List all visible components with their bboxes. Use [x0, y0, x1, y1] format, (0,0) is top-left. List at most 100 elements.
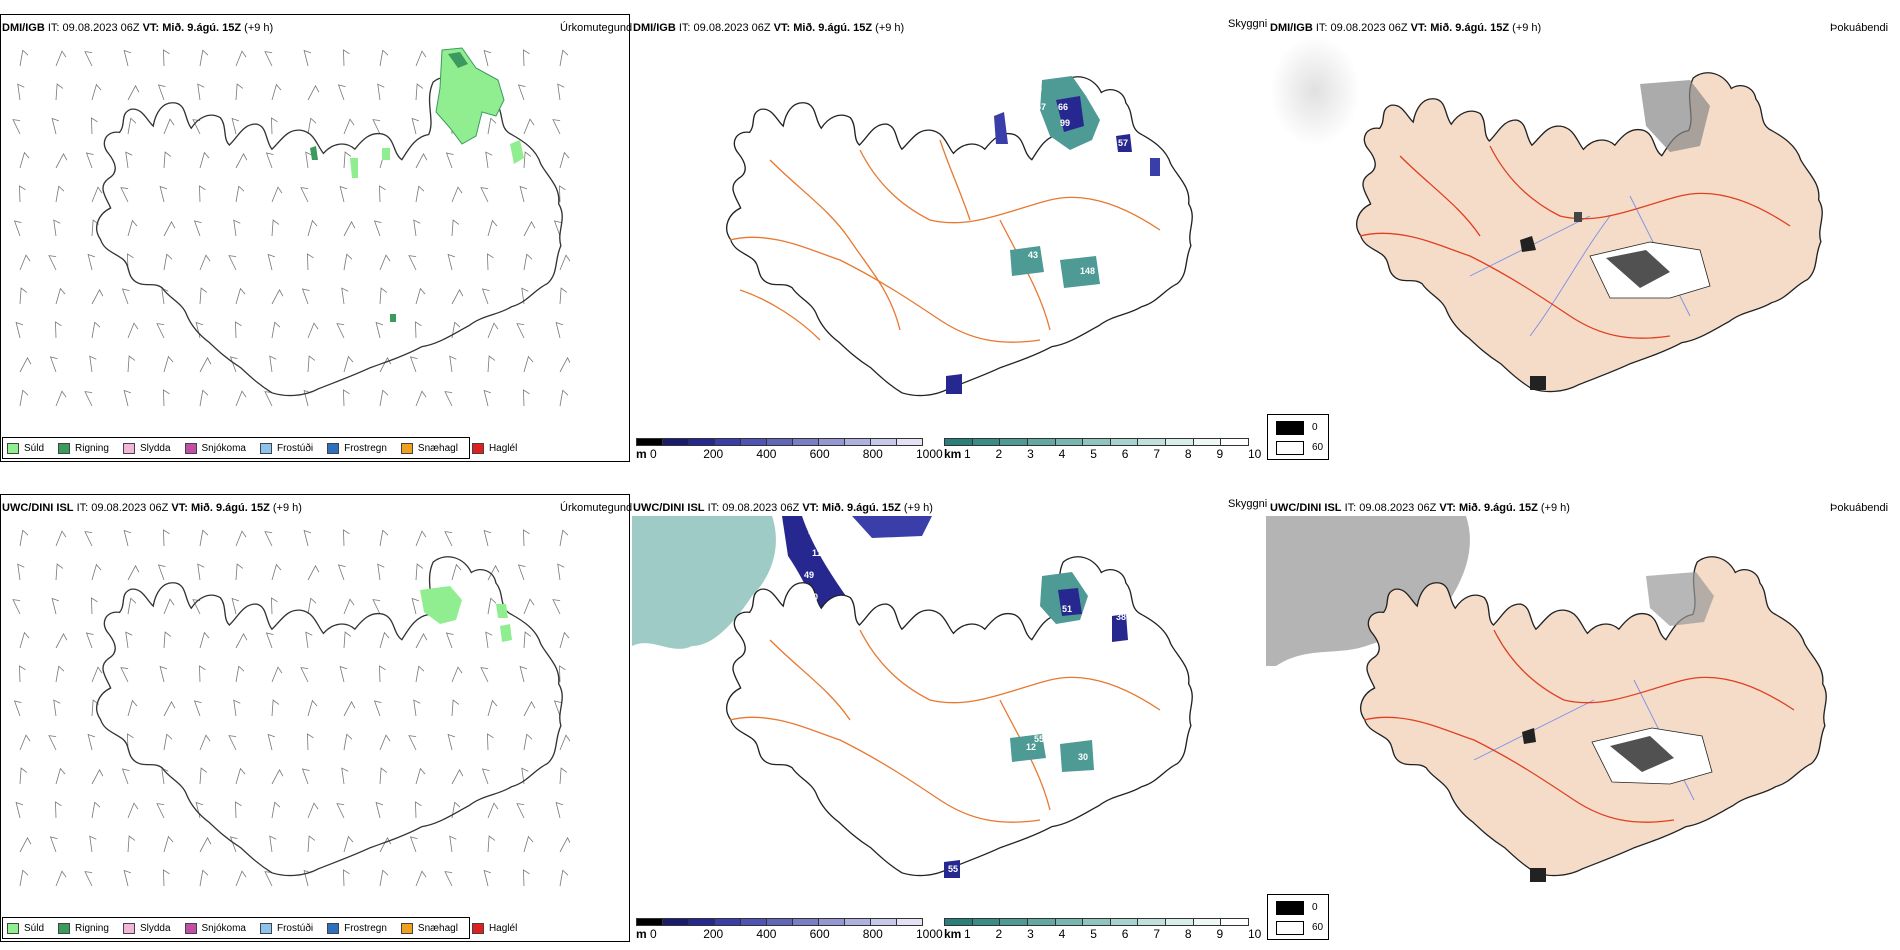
wind-barb [19, 185, 26, 203]
wind-barb [199, 665, 206, 683]
wind-barb [127, 322, 139, 339]
wind-barb [125, 631, 133, 649]
wind-barb [447, 253, 456, 271]
wind-barb [163, 598, 175, 615]
colorbar-segment [944, 918, 973, 926]
wind-barb [228, 735, 237, 751]
cloud-legend-swatch-0 [1276, 901, 1304, 915]
wind-barb [17, 83, 25, 101]
wind-barb [127, 355, 136, 373]
wind-barb [415, 767, 426, 785]
wind-barb [193, 220, 202, 237]
precip-legend-label: Frostúði [276, 442, 314, 454]
wind-barb [519, 185, 528, 203]
wind-barb [557, 83, 565, 101]
wind-barb [487, 219, 498, 237]
wind-barb [559, 357, 570, 373]
wind-barb [120, 667, 129, 683]
wind-barb [343, 631, 352, 649]
wind-barb [559, 869, 569, 887]
wind-barb [235, 665, 245, 683]
precip-legend-label: Rigning [75, 442, 109, 454]
colorbar-segment [688, 438, 715, 446]
wind-barb [19, 287, 28, 305]
wind-barb [91, 597, 98, 615]
precip-legend-swatch [184, 442, 197, 454]
wind-barb [343, 221, 356, 237]
visibility-colorbar-1: km 1 2 3 4 5 6 7 8 9 10 [944, 438, 1268, 462]
colorbar-tick: 600 [809, 927, 830, 941]
wind-barb [199, 869, 209, 887]
wind-barb [375, 321, 384, 339]
wind-barb [379, 357, 392, 373]
colorbar-tick: 400 [756, 927, 777, 941]
wind-barb [336, 323, 345, 339]
wind-barb [49, 836, 58, 853]
precip-legend-item: Súld [7, 922, 44, 934]
cloud-legend-swatch-0 [1276, 421, 1304, 435]
wind-barb [307, 733, 314, 751]
wind-barb [483, 869, 492, 887]
precip-legend-label: Rigning [75, 922, 109, 934]
wind-barb [372, 599, 381, 615]
wind-barb [408, 735, 417, 751]
wind-barb [343, 598, 355, 615]
wind-barb [413, 219, 421, 237]
wind-barb [343, 151, 352, 169]
vis-value-label: 148 [1080, 266, 1095, 276]
wind-barb [199, 631, 210, 649]
vis-value-label: 57 [1118, 138, 1128, 148]
wind-barb [51, 597, 60, 615]
precip-legend-label: Frostregn [344, 922, 387, 934]
wind-barb [123, 869, 132, 887]
visibility-label-2: Skyggni [1228, 498, 1268, 510]
colorbar-segment [1220, 438, 1249, 446]
wind-barb [487, 117, 497, 135]
wind-barb [123, 529, 132, 547]
wind-barb [305, 151, 313, 169]
precip-legend-label: Snjókoma [201, 442, 246, 454]
wind-barb [91, 117, 98, 135]
wind-barb [444, 871, 453, 887]
wind-barb [341, 287, 349, 305]
wind-barb [373, 220, 382, 237]
wind-barb [451, 666, 463, 683]
wind-barb [487, 835, 496, 853]
wind-barb [307, 85, 320, 101]
colorbar-segment [714, 918, 741, 926]
wind-barb [159, 665, 168, 683]
wind-barb [269, 355, 277, 373]
precip-legend-item: Haglél [471, 442, 517, 454]
wind-barb [13, 220, 22, 237]
roads [1363, 629, 1795, 823]
wind-barb [53, 699, 61, 717]
wind-barb [303, 869, 312, 887]
colorbar-tick: 600 [809, 447, 830, 461]
wind-barb [84, 391, 93, 407]
roads [729, 139, 1161, 343]
colorbar-segment [662, 918, 689, 926]
wind-barb [193, 700, 202, 717]
colorbar-tick: 4 [1058, 927, 1066, 941]
colorbar-segment [740, 438, 767, 446]
wind-barb [519, 665, 528, 683]
cloud-legend-swatch-60 [1276, 441, 1304, 455]
precip-type-label-1: Úrkomutegund [560, 22, 633, 34]
coastline [95, 556, 563, 877]
precip-legend-label: Frostregn [344, 442, 387, 454]
wind-barb [199, 529, 209, 547]
wind-barb [163, 221, 176, 237]
low-vis-areas [946, 76, 1160, 394]
precip-legend-item: Snæhagl [400, 922, 458, 934]
wind-barb [307, 835, 316, 853]
wind-barb [264, 531, 273, 547]
wind-barb [415, 633, 428, 649]
wind-barb [163, 151, 172, 169]
vis-value-labels: 60 57 66 99 57 11 43 11 148 [1028, 84, 1164, 276]
wind-barb [199, 151, 210, 169]
wind-barb [559, 389, 569, 407]
wind-barb [85, 632, 94, 649]
precip-legend-swatch [58, 922, 71, 934]
colorbar-tick: 800 [862, 927, 883, 941]
precip-legend-item: Slydda [122, 442, 171, 454]
